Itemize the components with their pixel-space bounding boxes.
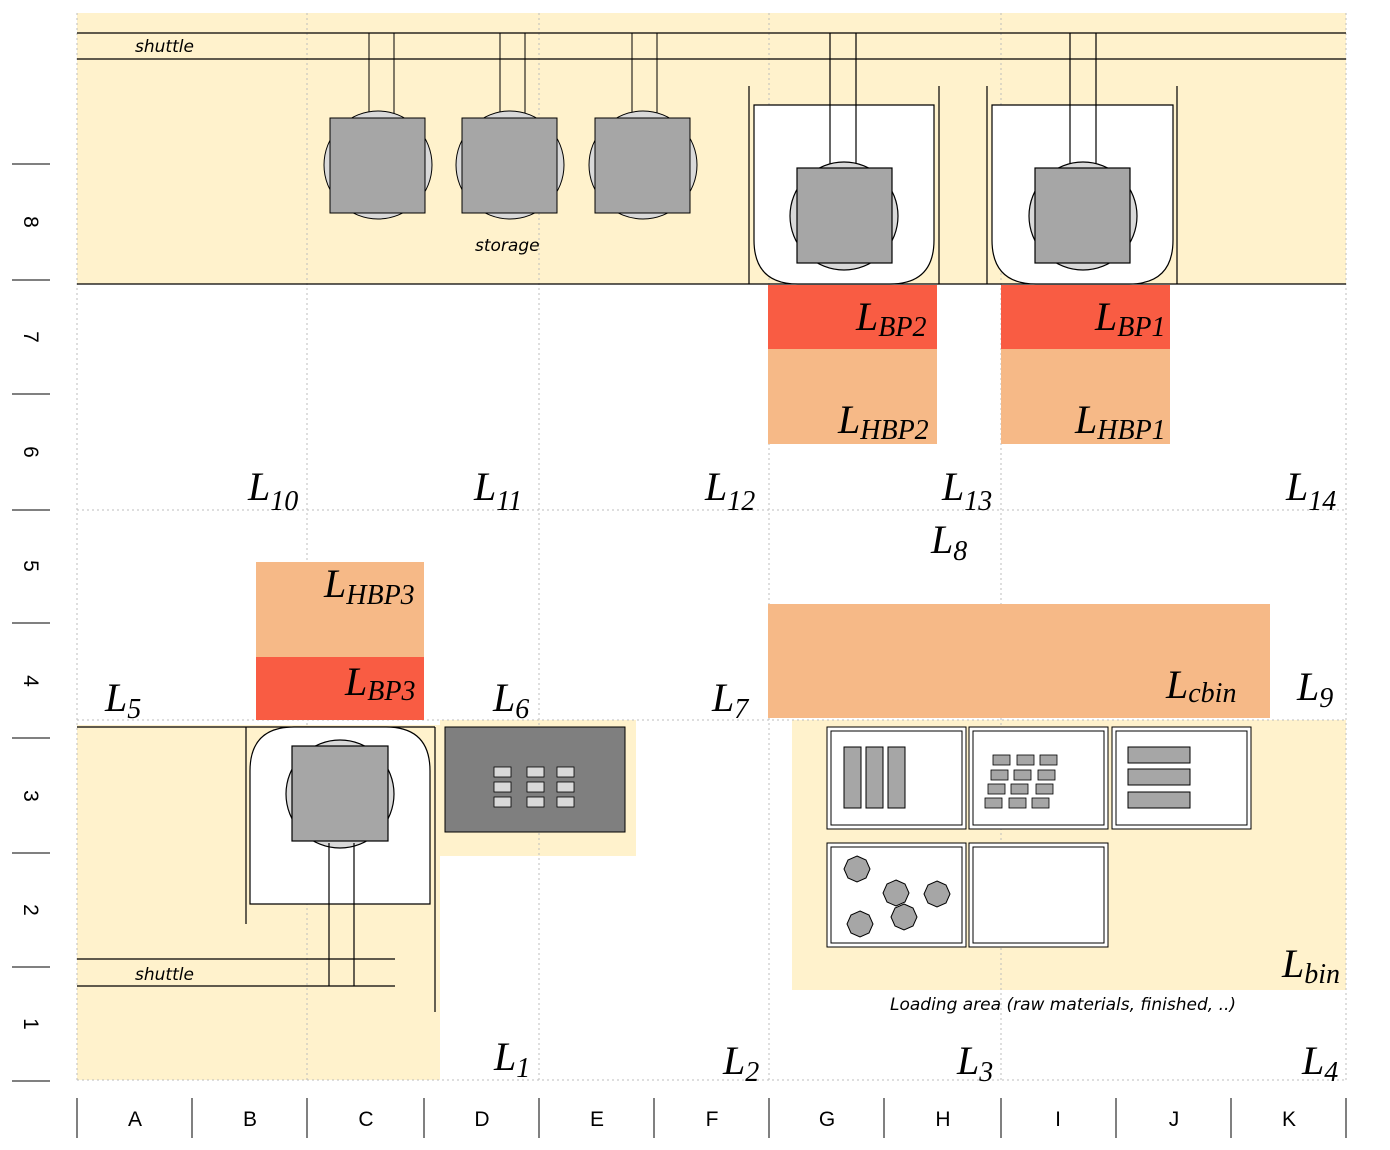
storage-machine-2	[455, 33, 565, 220]
shuttle-bottom-label: shuttle	[135, 965, 194, 985]
location-L9: L9	[1296, 664, 1333, 714]
location-L5: L5	[104, 675, 141, 725]
storage-machine-1	[323, 33, 433, 220]
buffer-hbp2	[768, 349, 937, 444]
column-label-F: F	[706, 1108, 719, 1131]
column-label-H: H	[935, 1108, 950, 1131]
shuttle-top-label: shuttle	[135, 37, 194, 57]
buffer-cbin	[768, 604, 1270, 718]
row-label-8: 8	[19, 216, 42, 228]
row-label-4: 4	[19, 675, 42, 687]
column-label-A: A	[128, 1108, 142, 1131]
location-labels: L10 L11 L12 L13 L14 L8 L5 L6 L7 L9 L1 L2…	[104, 294, 1340, 1088]
press-station-1	[986, 33, 1178, 285]
location-L13: L13	[941, 464, 992, 517]
location-L3: L3	[956, 1038, 993, 1088]
location-LBP3: LBP3	[344, 659, 415, 707]
location-L7: L7	[711, 675, 749, 725]
location-LHBP1: LHBP1	[1074, 397, 1166, 446]
column-label-C: C	[358, 1108, 373, 1131]
column-label-K: K	[1282, 1108, 1296, 1131]
location-L6: L6	[492, 675, 529, 725]
location-LHBP3: LHBP3	[323, 561, 415, 611]
location-L8: L8	[930, 517, 967, 567]
location-Lbin: Lbin	[1281, 941, 1340, 990]
column-axis-labels: A B C D E F G H I J K	[128, 1108, 1296, 1131]
location-LBP1: LBP1	[1094, 294, 1165, 343]
buffer-hbp3	[256, 562, 424, 657]
location-L2: L2	[722, 1038, 759, 1088]
row-label-1: 1	[19, 1018, 42, 1030]
column-axis-ticks	[76, 1098, 1347, 1138]
location-L10: L10	[247, 464, 298, 517]
column-label-D: D	[474, 1108, 489, 1131]
row-label-5: 5	[19, 560, 42, 572]
row-label-3: 3	[19, 790, 42, 802]
bin-3	[1111, 726, 1252, 830]
press-station-3	[77, 726, 436, 1012]
row-label-6: 6	[19, 446, 42, 458]
location-L14: L14	[1285, 464, 1336, 517]
buffer-hbp1	[1001, 349, 1170, 444]
location-L12: L12	[704, 464, 755, 517]
row-label-2: 2	[19, 904, 42, 916]
column-label-J: J	[1169, 1108, 1180, 1131]
column-label-G: G	[819, 1108, 835, 1131]
workstation	[444, 726, 626, 833]
row-axis-labels: 8 7 6 5 4 3 2 1	[19, 216, 42, 1030]
storage-machine-3	[588, 33, 698, 220]
press-station-2	[748, 33, 940, 285]
location-L11: L11	[473, 464, 522, 517]
buffer-bp2	[768, 285, 937, 349]
column-label-E: E	[590, 1108, 604, 1131]
bin-4	[826, 842, 967, 948]
buffer-bp3	[256, 657, 424, 720]
bin-5	[968, 842, 1109, 948]
row-axis-ticks	[12, 163, 50, 1082]
bin-2	[968, 726, 1109, 830]
buffer-bp1	[1001, 285, 1170, 349]
location-LBP2: LBP2	[855, 294, 926, 343]
loading-area-label: Loading area (raw materials, finished, .…	[890, 995, 1236, 1015]
location-LHBP2: LHBP2	[837, 397, 929, 446]
column-label-I: I	[1055, 1108, 1061, 1131]
storage-label: storage	[475, 236, 540, 256]
bin-1	[826, 726, 967, 830]
location-Lcbin: Lcbin	[1165, 662, 1236, 709]
column-label-B: B	[243, 1108, 257, 1131]
row-label-7: 7	[19, 331, 42, 343]
location-L1: L1	[493, 1034, 530, 1084]
location-L4: L4	[1301, 1038, 1338, 1088]
